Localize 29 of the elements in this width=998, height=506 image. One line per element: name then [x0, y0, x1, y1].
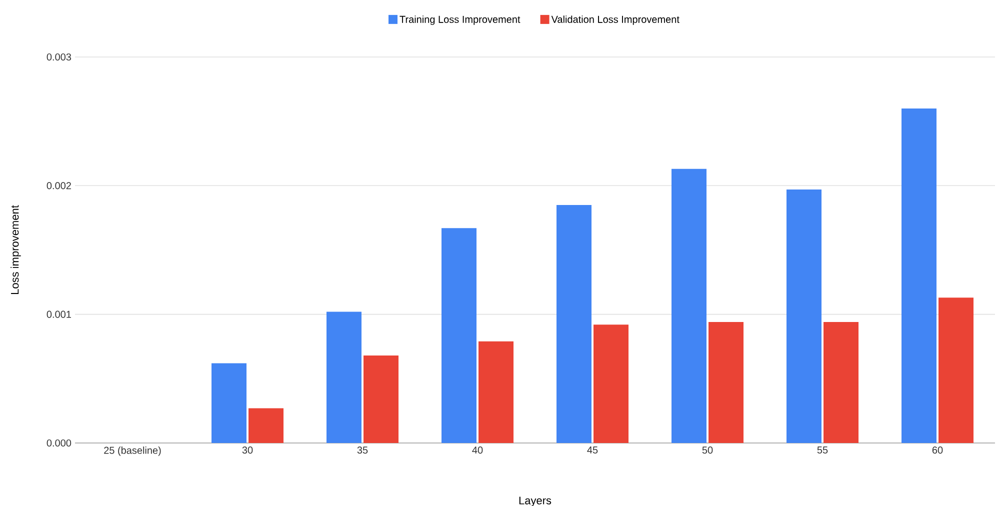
bar [594, 324, 629, 443]
bar [824, 322, 859, 443]
bar [556, 204, 592, 443]
bar [902, 108, 937, 443]
bar [442, 228, 477, 443]
bar [672, 168, 707, 443]
x-tick-label: 35 [357, 446, 368, 454]
y-tick-label: 0.003 [46, 53, 72, 61]
bar [478, 341, 514, 443]
x-tick-label: 50 [702, 446, 713, 454]
legend-label: Validation Loss Improvement [551, 16, 680, 25]
bar [786, 190, 822, 443]
x-tick-label: 30 [242, 446, 253, 454]
bar [364, 356, 399, 443]
y-tick-label: 0.002 [46, 182, 71, 190]
y-tick-label: 0.000 [46, 439, 72, 447]
legend-label: Training Loss Improvement [400, 16, 520, 25]
x-tick-label: 25 (baseline) [104, 446, 161, 456]
x-tick-label: 60 [932, 446, 943, 454]
bar [708, 322, 744, 443]
bar [248, 408, 284, 443]
x-tick-label: 45 [587, 446, 598, 454]
x-tick-label: 55 [817, 446, 828, 454]
bar [938, 298, 974, 443]
y-tick-label: 0.001 [46, 310, 71, 318]
x-tick-label: 40 [472, 446, 483, 454]
y-axis-title: Loss improvement [10, 205, 21, 294]
bar [212, 363, 247, 443]
bar [326, 312, 362, 443]
